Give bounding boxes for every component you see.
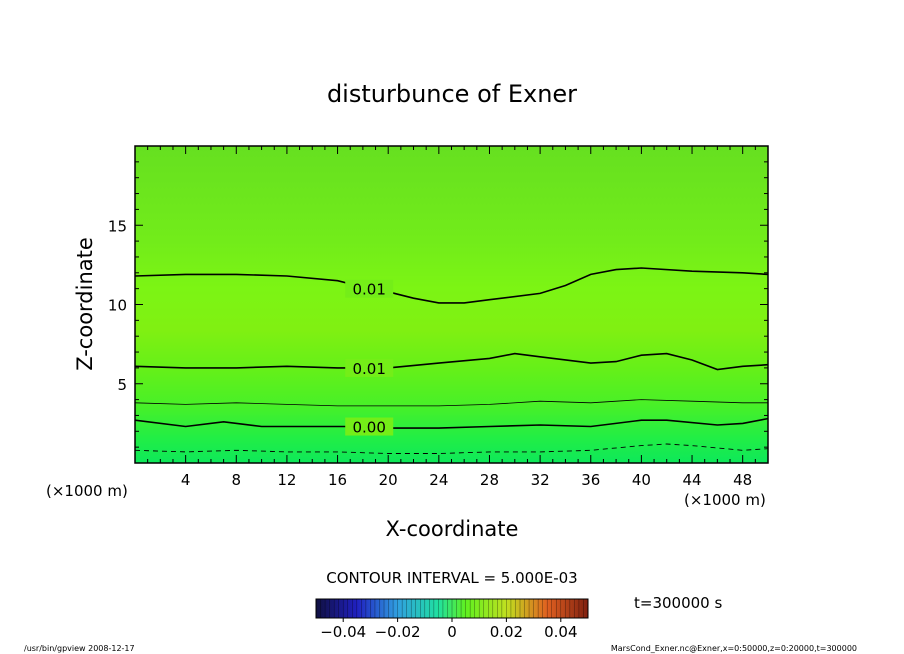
contour-field xyxy=(135,146,768,463)
x-tick-label: 20 xyxy=(379,471,398,489)
contour-label-bg-3 xyxy=(345,417,394,436)
y-tick-label: 10 xyxy=(108,297,127,315)
contour-line-2 xyxy=(135,399,768,407)
colorbar-tick-label: −0.04 xyxy=(320,623,366,641)
x-axis-unit-left: (×1000 m) xyxy=(46,482,128,500)
y-tick-label: 5 xyxy=(117,376,127,394)
contour-interval-text: CONTOUR INTERVAL = 5.000E-03 xyxy=(326,569,577,587)
y-axis-label: Z-coordinate xyxy=(73,237,97,371)
contour-label-bg-0 xyxy=(345,279,394,298)
x-tick-label: 8 xyxy=(232,471,242,489)
x-tick-label: 40 xyxy=(632,471,651,489)
contour-label-0: 0.01 xyxy=(353,281,386,299)
y-tick-label: 15 xyxy=(108,217,127,235)
colorbar-ticks: −0.04 −0.02 0 0.02 0.04 xyxy=(320,618,578,641)
x-tick-label: 12 xyxy=(277,471,296,489)
y-axis-ticks: 5 10 15 xyxy=(108,145,768,464)
contour-label-1: 0.01 xyxy=(353,360,386,378)
footer-left: /usr/bin/gpview 2008-12-17 xyxy=(24,644,135,653)
contour-label-bg-1 xyxy=(345,358,394,377)
footer-right: MarsCond_Exner.nc@Exner,x=0:50000,z=0:20… xyxy=(611,644,857,653)
colorbar-tick-label: 0.02 xyxy=(490,623,523,641)
x-axis-label: X-coordinate xyxy=(386,517,519,541)
x-tick-label: 44 xyxy=(682,471,701,489)
x-axis-ticks: 4 8 12 16 20 24 28 32 36 40 44 48 xyxy=(134,146,769,489)
contour-line-3 xyxy=(135,417,768,429)
colorbar-stripes xyxy=(320,599,584,618)
x-tick-label: 4 xyxy=(181,471,191,489)
contour-line-0 xyxy=(135,267,768,304)
contour-line-1 xyxy=(135,352,768,371)
x-tick-label: 28 xyxy=(480,471,499,489)
x-tick-label: 24 xyxy=(429,471,448,489)
x-tick-label: 32 xyxy=(531,471,550,489)
x-tick-label: 16 xyxy=(328,471,347,489)
contour-labels: 0.01 0.01 0.00 xyxy=(345,279,394,437)
x-tick-label: 48 xyxy=(733,471,752,489)
x-tick-label: 36 xyxy=(581,471,600,489)
colorbar-tick-label: 0 xyxy=(447,623,457,641)
contour-lines xyxy=(135,267,768,454)
colorbar-tick-label: 0.04 xyxy=(544,623,577,641)
time-label: t=300000 s xyxy=(634,594,722,612)
x-axis-unit-right: (×1000 m) xyxy=(684,491,766,509)
chart-title: disturbunce of Exner xyxy=(327,80,577,108)
colorbar-tick-label: −0.02 xyxy=(375,623,421,641)
contour-label-3: 0.00 xyxy=(353,419,386,437)
contour-line-4 xyxy=(135,443,768,454)
